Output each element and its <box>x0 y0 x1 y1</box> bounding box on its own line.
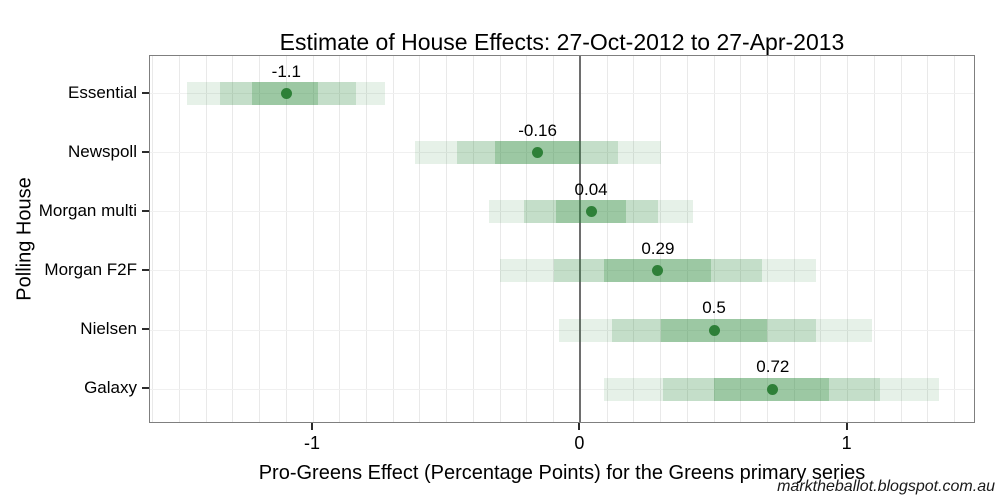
watermark-text: marktheballot.blogspot.com.au <box>777 478 995 495</box>
x-tick-label: -1 <box>304 433 321 453</box>
y-axis-title: Polling House <box>13 177 36 301</box>
vertical-gridline <box>178 56 180 422</box>
vertical-gridline <box>900 56 902 422</box>
vertical-gridline <box>740 56 742 422</box>
point-estimate-label: 0.29 <box>641 238 675 258</box>
x-tick-mark <box>845 423 848 430</box>
vertical-gridline <box>312 56 314 422</box>
y-tick-mark <box>142 387 149 390</box>
horizontal-gridline <box>150 329 974 331</box>
y-tick-label: Galaxy <box>84 378 137 398</box>
plot-panel: -1.1 -0.16 0.04 0.29 0.5 0.72 <box>149 55 975 423</box>
horizontal-gridline <box>150 388 974 390</box>
vertical-gridline <box>954 56 956 422</box>
y-tick-label: Morgan F2F <box>44 259 137 279</box>
x-tick-label: 0 <box>574 433 585 453</box>
point-estimate-label: -0.16 <box>518 120 557 140</box>
point-estimate-dot <box>652 265 664 277</box>
horizontal-gridline <box>150 93 974 94</box>
vertical-gridline <box>339 56 341 422</box>
vertical-gridline <box>472 56 474 422</box>
vertical-gridline <box>820 56 822 422</box>
point-estimate-dot <box>767 383 779 395</box>
horizontal-gridline <box>150 270 974 272</box>
vertical-gridline <box>686 56 688 422</box>
vertical-gridline <box>766 56 768 422</box>
vertical-gridline <box>633 56 635 422</box>
zero-reference-line <box>579 56 582 422</box>
vertical-gridline <box>259 56 261 422</box>
horizontal-gridline <box>150 152 974 154</box>
vertical-gridline <box>285 56 287 422</box>
point-estimate-dot <box>532 147 544 159</box>
vertical-gridline <box>873 56 875 422</box>
horizontal-gridline <box>150 211 974 213</box>
point-estimate-dot <box>585 206 597 218</box>
vertical-gridline <box>232 56 234 422</box>
vertical-gridline <box>446 56 448 422</box>
vertical-gridline <box>499 56 501 422</box>
vertical-gridline <box>392 56 394 422</box>
vertical-gridline <box>793 56 795 422</box>
point-estimate-label: 0.04 <box>574 179 608 199</box>
point-estimate-dot <box>280 88 292 99</box>
y-tick-mark <box>142 268 149 271</box>
vertical-gridline <box>366 56 368 422</box>
y-tick-mark <box>142 209 149 212</box>
x-tick-mark <box>311 423 314 430</box>
vertical-gridline <box>553 56 555 422</box>
vertical-gridline <box>419 56 421 422</box>
vertical-gridline <box>526 56 528 422</box>
x-axis-title: Pro-Greens Effect (Percentage Points) fo… <box>258 462 866 484</box>
vertical-gridline <box>205 56 207 422</box>
vertical-gridline <box>606 56 608 422</box>
vertical-gridline <box>660 56 662 422</box>
y-tick-label: Essential <box>68 82 137 102</box>
point-estimate-label: -1.1 <box>271 61 301 81</box>
y-tick-mark <box>142 328 149 331</box>
y-tick-label: Newspoll <box>68 141 137 161</box>
vertical-gridline <box>847 56 849 422</box>
vertical-gridline <box>152 56 154 422</box>
y-tick-label: Morgan multi <box>38 200 137 220</box>
point-estimate-label: 0.72 <box>756 357 790 377</box>
vertical-gridline <box>713 56 715 422</box>
x-tick-mark <box>578 423 581 430</box>
y-tick-mark <box>142 150 149 153</box>
y-tick-label: Nielsen <box>80 319 137 339</box>
y-tick-mark <box>142 91 149 94</box>
point-estimate-dot <box>708 324 720 336</box>
x-tick-label: 1 <box>841 433 852 453</box>
point-estimate-label: 0.5 <box>702 298 726 318</box>
chart-title: Estimate of House Effects: 27-Oct-2012 t… <box>279 29 845 55</box>
vertical-gridline <box>927 56 929 422</box>
